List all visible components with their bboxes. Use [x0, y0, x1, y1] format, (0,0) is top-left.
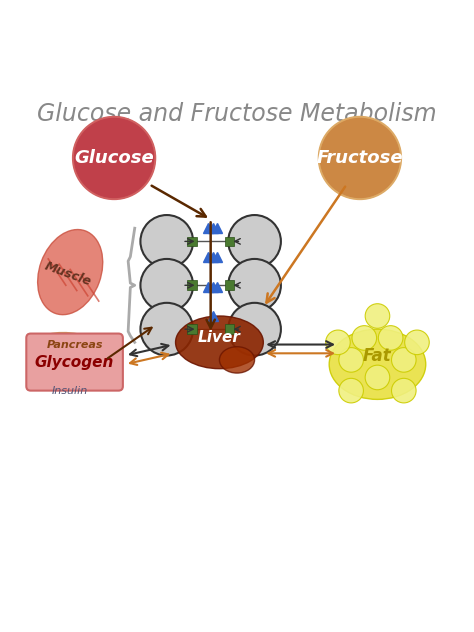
Circle shape [81, 341, 94, 355]
Circle shape [228, 215, 281, 268]
FancyBboxPatch shape [225, 324, 234, 334]
Circle shape [352, 325, 376, 350]
Circle shape [392, 379, 416, 403]
FancyBboxPatch shape [187, 281, 197, 290]
Circle shape [319, 116, 401, 200]
Circle shape [228, 259, 281, 312]
Text: Glucose: Glucose [74, 149, 154, 167]
Text: Fat: Fat [363, 346, 392, 365]
Circle shape [326, 330, 350, 355]
Ellipse shape [36, 332, 114, 370]
FancyBboxPatch shape [187, 324, 197, 334]
Circle shape [378, 325, 403, 350]
Circle shape [339, 348, 364, 372]
FancyBboxPatch shape [225, 236, 234, 246]
Circle shape [66, 347, 79, 360]
Circle shape [140, 215, 193, 268]
Ellipse shape [37, 229, 103, 315]
Text: Fructose: Fructose [317, 149, 403, 167]
Circle shape [140, 259, 193, 312]
Text: Insulin: Insulin [52, 386, 88, 396]
Text: Glycogen: Glycogen [35, 355, 114, 370]
Circle shape [339, 379, 364, 403]
Circle shape [365, 365, 390, 390]
FancyBboxPatch shape [26, 334, 123, 391]
Circle shape [365, 304, 390, 328]
Circle shape [320, 118, 400, 197]
Circle shape [140, 303, 193, 356]
Ellipse shape [219, 347, 255, 373]
Text: Pancreas: Pancreas [46, 339, 103, 349]
Ellipse shape [175, 316, 264, 368]
Text: Glucose and Fructose Metabolism: Glucose and Fructose Metabolism [37, 102, 437, 126]
Circle shape [228, 303, 281, 356]
Text: Liver: Liver [198, 331, 241, 346]
Circle shape [74, 118, 154, 197]
Circle shape [405, 330, 429, 355]
FancyBboxPatch shape [225, 281, 234, 290]
Circle shape [392, 348, 416, 372]
Circle shape [35, 347, 48, 360]
FancyBboxPatch shape [187, 236, 197, 246]
Circle shape [50, 341, 64, 355]
Circle shape [73, 116, 155, 200]
Ellipse shape [329, 329, 426, 399]
Text: Muscle: Muscle [43, 260, 93, 289]
Circle shape [97, 347, 109, 360]
